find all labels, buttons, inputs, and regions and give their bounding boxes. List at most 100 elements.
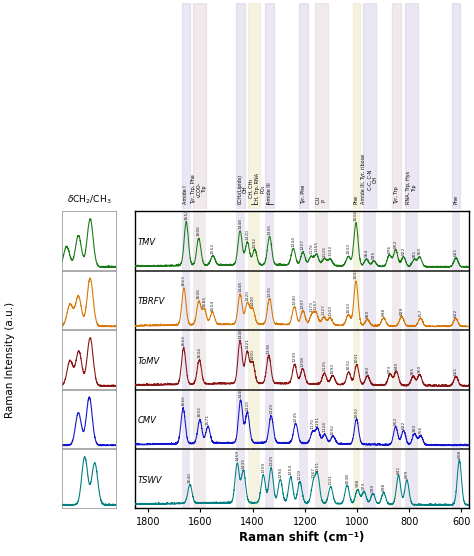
Text: Phe: Phe bbox=[354, 195, 359, 205]
Text: 1359: 1359 bbox=[261, 461, 265, 473]
Text: 1170: 1170 bbox=[310, 419, 315, 429]
Text: 841: 841 bbox=[397, 465, 401, 474]
Bar bbox=[182, 271, 191, 329]
Text: 1392: 1392 bbox=[253, 237, 256, 247]
Text: TSWV: TSWV bbox=[138, 475, 162, 484]
Text: 1294: 1294 bbox=[278, 467, 282, 478]
Bar bbox=[299, 330, 309, 389]
Text: 1666: 1666 bbox=[181, 395, 185, 406]
Text: 1606: 1606 bbox=[197, 226, 201, 236]
Bar bbox=[192, 390, 206, 448]
Bar bbox=[353, 449, 360, 508]
Text: 809: 809 bbox=[405, 470, 409, 478]
Bar bbox=[182, 449, 191, 508]
Bar bbox=[236, 390, 245, 448]
Bar bbox=[299, 3, 309, 208]
Text: 757: 757 bbox=[419, 308, 422, 316]
Bar bbox=[192, 271, 206, 329]
Text: 935: 935 bbox=[372, 251, 376, 260]
Text: 964: 964 bbox=[365, 249, 368, 257]
Bar bbox=[236, 330, 245, 389]
Bar bbox=[353, 330, 360, 389]
Text: 1554: 1554 bbox=[210, 299, 214, 311]
Bar bbox=[452, 390, 460, 448]
Text: 1240: 1240 bbox=[292, 294, 296, 305]
Bar bbox=[236, 271, 245, 329]
Bar bbox=[392, 271, 401, 329]
Bar bbox=[236, 211, 245, 270]
Bar bbox=[315, 271, 328, 329]
Text: 780: 780 bbox=[412, 424, 417, 432]
Text: 1585: 1585 bbox=[202, 295, 206, 306]
Text: 785: 785 bbox=[411, 366, 415, 375]
Bar bbox=[182, 330, 191, 389]
Text: 1125: 1125 bbox=[322, 246, 327, 257]
Text: 1033: 1033 bbox=[346, 302, 350, 313]
Text: 1103: 1103 bbox=[328, 305, 332, 316]
Text: 1606: 1606 bbox=[197, 288, 201, 299]
Bar bbox=[353, 3, 360, 208]
Text: 852: 852 bbox=[393, 416, 398, 425]
Text: 1640: 1640 bbox=[188, 471, 192, 483]
Text: 1664: 1664 bbox=[182, 335, 186, 346]
Text: C,U
P: C,U P bbox=[316, 196, 327, 205]
Text: 1329: 1329 bbox=[269, 403, 273, 414]
Text: 1093: 1093 bbox=[331, 363, 335, 374]
Bar bbox=[315, 449, 328, 508]
Text: 876: 876 bbox=[387, 245, 392, 253]
Text: 1244: 1244 bbox=[292, 236, 295, 247]
Text: $\delta$CH$_2$/CH$_3$: $\delta$CH$_2$/CH$_3$ bbox=[66, 193, 111, 206]
Text: 939: 939 bbox=[371, 484, 375, 492]
Bar bbox=[452, 449, 460, 508]
Text: Amide III: Amide III bbox=[267, 182, 272, 205]
Text: 1338: 1338 bbox=[267, 344, 271, 354]
Text: 1254: 1254 bbox=[289, 464, 292, 475]
Text: 1151: 1151 bbox=[316, 415, 319, 426]
Text: 1092: 1092 bbox=[331, 424, 335, 435]
Bar bbox=[452, 271, 460, 329]
Text: 621: 621 bbox=[454, 367, 458, 375]
Text: 1001: 1001 bbox=[355, 351, 359, 363]
Text: 1421: 1421 bbox=[245, 338, 249, 349]
Text: 1124: 1124 bbox=[323, 421, 327, 433]
Text: 1435: 1435 bbox=[241, 458, 246, 469]
Bar bbox=[182, 211, 191, 270]
Text: 1459: 1459 bbox=[235, 450, 239, 461]
Text: 1004: 1004 bbox=[354, 210, 358, 221]
Text: TBRFV: TBRFV bbox=[138, 297, 165, 306]
Bar bbox=[353, 211, 360, 270]
Text: 1335: 1335 bbox=[267, 286, 272, 297]
Text: 1208: 1208 bbox=[301, 356, 305, 367]
Text: 1151: 1151 bbox=[316, 460, 319, 471]
Bar bbox=[315, 211, 328, 270]
Bar bbox=[363, 3, 376, 208]
Text: 898: 898 bbox=[382, 483, 386, 492]
Bar bbox=[405, 211, 418, 270]
Bar bbox=[299, 271, 309, 329]
Bar bbox=[452, 330, 460, 389]
Text: 1235: 1235 bbox=[294, 411, 298, 422]
Bar bbox=[405, 449, 418, 508]
Text: Tyr, Phe: Tyr, Phe bbox=[301, 185, 306, 205]
Text: 1400: 1400 bbox=[251, 349, 255, 360]
Text: TMV: TMV bbox=[138, 237, 156, 246]
Bar bbox=[392, 390, 401, 448]
Bar bbox=[353, 390, 360, 448]
Text: 1176: 1176 bbox=[309, 243, 313, 254]
Text: 1448: 1448 bbox=[238, 218, 242, 229]
Text: 1033: 1033 bbox=[346, 244, 350, 255]
Bar bbox=[392, 3, 401, 208]
Bar bbox=[265, 449, 274, 508]
Text: ToMV: ToMV bbox=[138, 356, 160, 365]
Bar bbox=[236, 3, 245, 208]
Bar bbox=[299, 449, 309, 508]
Text: 781: 781 bbox=[412, 249, 416, 257]
Text: 1420: 1420 bbox=[246, 400, 249, 411]
Text: 621: 621 bbox=[454, 247, 458, 256]
Bar bbox=[192, 330, 206, 389]
Text: 1448: 1448 bbox=[238, 328, 242, 339]
Bar bbox=[299, 390, 309, 448]
Text: 829: 829 bbox=[400, 306, 404, 315]
Text: 1173: 1173 bbox=[310, 301, 314, 311]
Bar bbox=[363, 211, 376, 270]
